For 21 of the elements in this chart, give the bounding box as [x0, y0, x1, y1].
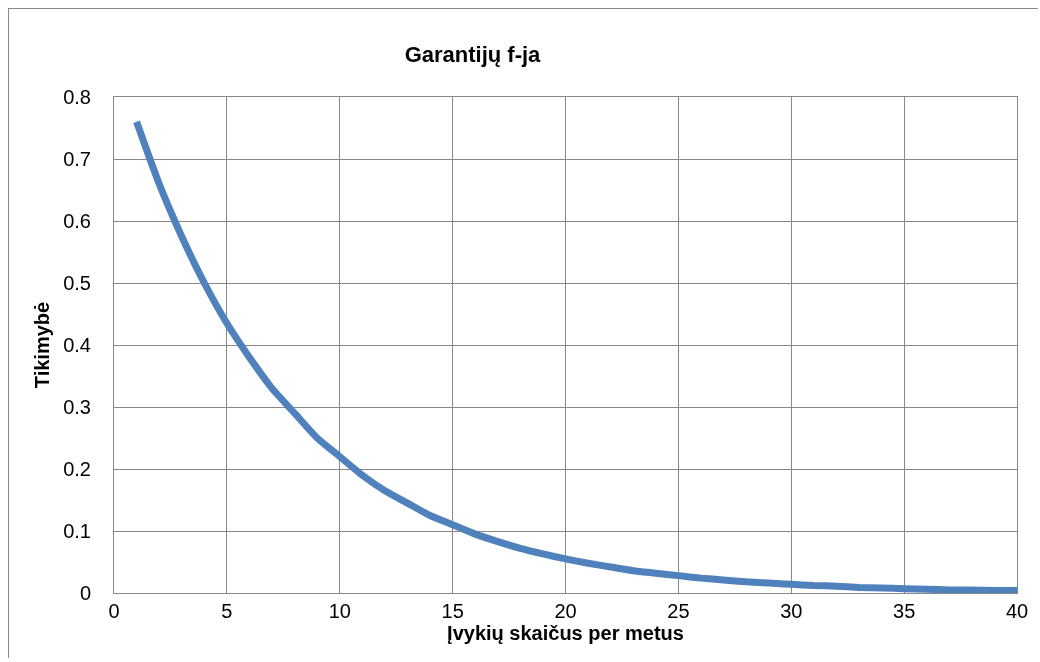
x-tick-label: 5	[221, 600, 233, 622]
x-tick-label: 40	[1005, 600, 1029, 622]
x-axis-title: Įvykių skaičus per metus	[447, 622, 684, 644]
x-tick-label: 0	[108, 600, 120, 622]
x-tick-label: 25	[667, 600, 690, 622]
x-tick-label: 35	[893, 600, 916, 622]
y-tick-label: 0.3	[63, 396, 91, 418]
x-tick-label: 20	[554, 600, 577, 622]
y-tick-label: 0.5	[63, 272, 91, 294]
y-tick-label: 0.4	[63, 334, 91, 356]
y-tick-label: 0.6	[63, 210, 91, 232]
y-tick-label: 0.1	[63, 520, 91, 542]
x-tick-label: 30	[780, 600, 803, 622]
y-tick-label: 0	[79, 582, 91, 604]
y-tick-label: 0.2	[63, 458, 91, 480]
y-axis-title: Tikimybė	[30, 301, 53, 389]
x-tick-label: 15	[441, 600, 464, 622]
y-tick-label: 0.7	[63, 148, 91, 170]
y-tick-label: 0.8	[63, 86, 91, 108]
x-tick-label: 10	[328, 600, 351, 622]
chart-title: Garantijų f-ja	[404, 42, 542, 68]
